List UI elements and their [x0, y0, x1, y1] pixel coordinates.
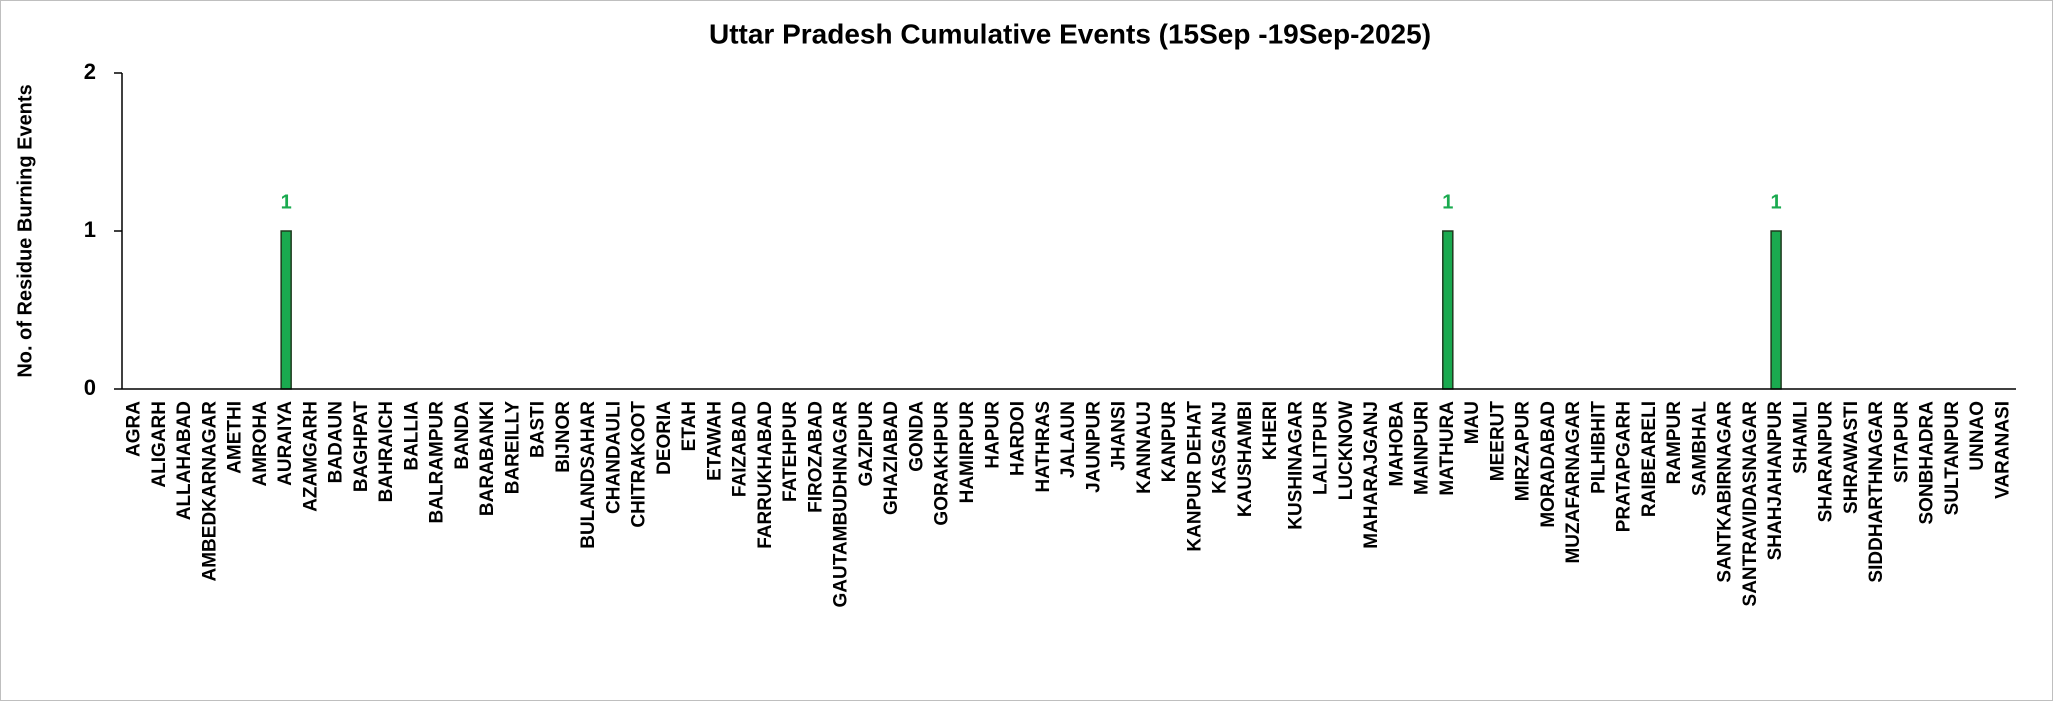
x-tick-label: MAINPURI: [1412, 401, 1433, 495]
x-tick-label: FIROZABAD: [805, 401, 826, 513]
x-tick-label: RAMPUR: [1664, 401, 1685, 485]
x-tick-label: SITAPUR: [1891, 401, 1912, 483]
x-tick-label: SHRAWASTI: [1841, 401, 1862, 514]
x-tick-label: GORAKHPUR: [932, 401, 953, 526]
x-tick-label: BARABANKI: [477, 401, 498, 516]
y-tick-label: 0: [84, 375, 96, 400]
x-tick-label: PILHIBHIT: [1588, 401, 1609, 494]
x-tick-label: AURAIYA: [275, 401, 296, 486]
x-tick-label: MAHOBA: [1386, 401, 1407, 487]
x-tick-label: FATEHPUR: [780, 401, 801, 502]
x-tick-label: MAU: [1462, 401, 1483, 444]
x-tick-label: RAIBEARELI: [1639, 401, 1660, 517]
x-tick-label: KHERI: [1260, 401, 1281, 460]
x-tick-label: SAMBHAL: [1689, 401, 1710, 496]
data-label: 1: [1771, 191, 1782, 213]
x-tick-label: SANTKABIRNAGAR: [1715, 401, 1736, 583]
x-tick-label: GONDA: [906, 401, 927, 472]
x-tick-label: ALLAHABAD: [174, 401, 195, 520]
data-label: 1: [1442, 191, 1453, 213]
x-tick-label: HAMIRPUR: [957, 401, 978, 504]
bar: [1770, 230, 1782, 390]
x-tick-label: PRATAPGARH: [1614, 401, 1635, 532]
x-tick-label: JHANSI: [1109, 401, 1130, 471]
x-tick-label: MATHURA: [1437, 401, 1458, 496]
x-tick-label: BAHRAICH: [376, 401, 397, 502]
x-tick-label: ETAH: [679, 401, 700, 451]
x-tick-label: AMETHI: [225, 401, 246, 474]
x-tick-label: HARDOI: [1008, 401, 1029, 476]
x-tick-label: FARRUKHABAD: [755, 401, 776, 549]
x-tick-label: KAUSHAMBI: [1235, 401, 1256, 517]
x-tick-label: BIJNOR: [553, 401, 574, 473]
x-tick-label: BALRAMPUR: [427, 401, 448, 524]
x-tick-label: BULANDSAHAR: [578, 401, 599, 549]
x-tick-label: UNNAO: [1967, 401, 1988, 471]
x-tick-label: GHAZIABAD: [881, 401, 902, 515]
x-tick-label: HATHRAS: [1033, 401, 1054, 492]
x-tick-label: BANDA: [452, 401, 473, 470]
x-tick-label: AMROHA: [250, 401, 271, 487]
x-tick-label: SHAMLI: [1790, 401, 1811, 474]
x-tick-label: BASTI: [528, 401, 549, 458]
x-tick-label: JALAUN: [1058, 401, 1079, 478]
x-tick-label: KASGANJ: [1210, 401, 1231, 494]
x-tick-label: JAUNPUR: [1083, 401, 1104, 493]
x-tick-label: SANTRAVIDASNAGAR: [1740, 401, 1761, 607]
y-tick-label: 2: [84, 59, 96, 84]
x-tick-label: FAIZABAD: [730, 401, 751, 497]
x-tick-label: CHITRAKOOT: [629, 401, 650, 528]
x-tick-label: GAUTAMBUDHNAGAR: [831, 401, 852, 608]
x-tick-label: BALLIA: [401, 401, 422, 471]
x-tick-label: LUCKNOW: [1336, 401, 1357, 500]
bar: [280, 230, 292, 390]
x-tick-label: MAHARAJGANJ: [1361, 401, 1382, 549]
x-tick-label: SULTANPUR: [1942, 401, 1963, 516]
x-tick-label: HAPUR: [982, 401, 1003, 469]
bar: [1442, 230, 1454, 390]
x-tick-label: LALITPUR: [1311, 401, 1332, 495]
x-tick-label: MIRZAPUR: [1513, 401, 1534, 502]
x-tick-label: VARANASI: [1992, 401, 2013, 499]
x-tick-label: BAGHPAT: [351, 401, 372, 493]
x-tick-label: AGRA: [124, 401, 145, 457]
x-tick-label: SONBHADRA: [1917, 401, 1938, 525]
data-label: 1: [281, 191, 292, 213]
x-tick-label: BAREILLY: [502, 401, 523, 495]
x-tick-label: KANNAUJ: [1134, 401, 1155, 494]
x-tick-label: ETAWAH: [704, 401, 725, 481]
x-tick-label: ALIGARH: [149, 401, 170, 488]
x-tick-label: DEORIA: [654, 401, 675, 475]
x-tick-label: MUZAFARNAGAR: [1563, 401, 1584, 564]
x-tick-label: MEERUT: [1487, 401, 1508, 482]
x-tick-label: SHAHJAHANPUR: [1765, 401, 1786, 561]
x-tick-label: SHARANPUR: [1816, 401, 1837, 523]
y-axis-label: No. of Residue Burning Events: [14, 84, 36, 377]
x-tick-label: SIDDHARTHNAGAR: [1866, 401, 1887, 583]
x-tick-label: CHANDAULI: [603, 401, 624, 514]
x-tick-label: KUSHINAGAR: [1285, 401, 1306, 530]
x-tick-label: AZAMGARH: [300, 401, 321, 512]
chart-title: Uttar Pradesh Cumulative Events (15Sep -…: [709, 18, 1431, 49]
x-tick-label: AMBEDKARNAGAR: [199, 401, 220, 582]
x-tick-label: KANPUR DEHAT: [1184, 401, 1205, 552]
y-tick-label: 1: [84, 217, 96, 242]
x-tick-label: MORADABAD: [1538, 401, 1559, 528]
x-tick-label: KANPUR: [1159, 401, 1180, 483]
x-tick-label: BADAUN: [326, 401, 347, 483]
x-tick-label: GAZIPUR: [856, 401, 877, 487]
